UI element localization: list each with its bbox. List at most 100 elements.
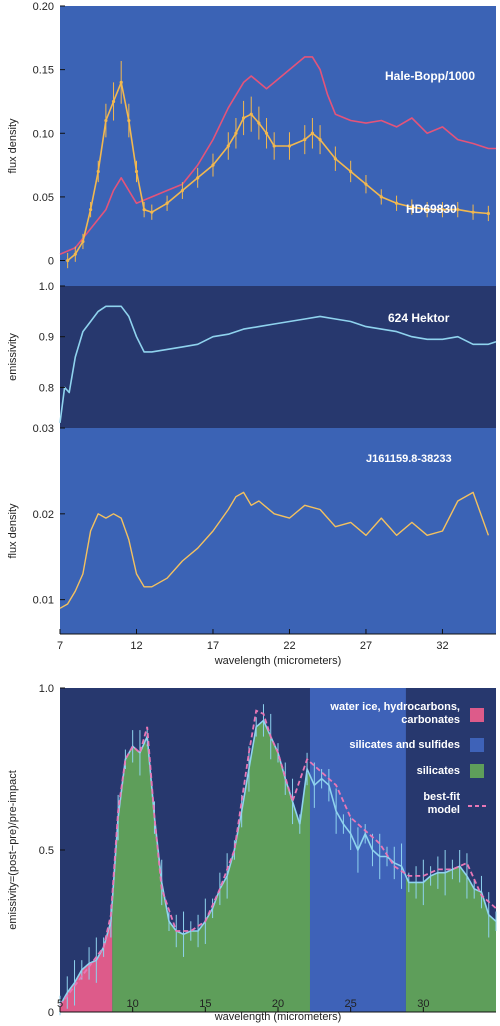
point-hd69830-32 xyxy=(410,205,414,209)
top-xtick-label-2: 17 xyxy=(207,640,219,652)
point-hd69830-33 xyxy=(425,208,429,212)
legend: water ice, hydrocarbons, carbonates sili… xyxy=(329,701,486,816)
ytick-label-j161159-2: 0.03 xyxy=(33,423,54,435)
point-hd69830-14 xyxy=(196,176,200,180)
bottom-ytick-label-0: 0 xyxy=(48,1007,54,1019)
legend-label-model-line1: best-fit xyxy=(423,791,460,803)
label-hd69830: HD69830 xyxy=(406,202,457,216)
region-1 xyxy=(112,721,310,1012)
top-xtick-label-0: 7 xyxy=(57,640,63,652)
bottom-figure: 5 10 15 20 25 30 0 0.5 1.0 water ice, hydrocarbo… xyxy=(7,683,497,1023)
point-hd69830-17 xyxy=(234,131,238,135)
point-hd69830-25 xyxy=(310,131,315,135)
point-hd69830-24 xyxy=(303,138,307,142)
point-hd69830-28 xyxy=(349,169,353,174)
point-hd69830-15 xyxy=(211,163,215,167)
point-hd69830-2 xyxy=(81,239,85,244)
point-hd69830-12 xyxy=(165,201,169,205)
ytick-label-j161159-0: 0.01 xyxy=(33,595,54,607)
legend-label-water-ice-line2: carbonates xyxy=(401,714,460,726)
ylabel-comets-disk: flux density xyxy=(7,118,19,174)
point-hd69830-13 xyxy=(180,188,184,193)
series-line-hale-bopp-1000 xyxy=(59,56,496,255)
point-hd69830-1 xyxy=(73,252,77,256)
point-hd69830-31 xyxy=(394,201,399,205)
point-hd69830-18 xyxy=(241,116,246,120)
point-hd69830-29 xyxy=(364,182,368,186)
legend-label-model-line2: model xyxy=(428,804,460,816)
point-hd69830-6 xyxy=(111,99,116,104)
bottom-ytick-label-1: 0.5 xyxy=(39,845,54,857)
ytick-label-comets_disk-3: 0.15 xyxy=(33,65,54,77)
bottom-xtick-label-5: 30 xyxy=(417,998,429,1010)
legend-swatch-water-ice xyxy=(470,708,484,722)
legend-label-silicates: silicates xyxy=(417,765,460,777)
series-line-j161159-8-38233 xyxy=(59,491,490,609)
legend-label-sil-sulf: silicates and sulfides xyxy=(349,739,460,751)
series-line-hd69830 xyxy=(67,81,489,262)
label-j161159: J161159.8-38233 xyxy=(366,453,452,465)
legend-swatch-sil-sulf xyxy=(470,738,484,752)
point-hd69830-20 xyxy=(257,121,261,125)
point-hd69830-27 xyxy=(333,157,337,161)
point-hd69830-26 xyxy=(318,138,322,142)
bottom-ytick-label-2: 1.0 xyxy=(39,683,54,695)
ytick-label-hektor-0: 0.8 xyxy=(39,382,54,394)
label-hale-bopp: Hale-Bopp/1000 xyxy=(385,69,475,83)
region-3 xyxy=(405,866,496,1012)
point-hd69830-8 xyxy=(127,118,131,123)
region-0 xyxy=(60,900,113,1012)
point-hd69830-5 xyxy=(104,118,108,123)
legend-swatch-silicates xyxy=(470,764,484,778)
bottom-ylabel: emissivity=(post−pre)/pre-impact xyxy=(7,770,19,930)
point-hd69830-30 xyxy=(379,195,383,199)
series-line-best-fit-model xyxy=(59,709,497,1007)
legend-label-water-ice-line1: water ice, hydrocarbons, xyxy=(329,701,460,713)
point-hd69830-16 xyxy=(226,144,230,148)
top-series-layer xyxy=(59,56,497,609)
top-xtick-label-1: 12 xyxy=(130,640,142,652)
point-hd69830-21 xyxy=(264,131,269,135)
top-xtick-label-4: 27 xyxy=(360,640,372,652)
point-hd69830-9 xyxy=(134,169,139,174)
bottom-xtick-label-1: 10 xyxy=(127,998,139,1010)
bottom-axes: 5 10 15 20 25 30 0 0.5 1.0 xyxy=(39,683,496,1019)
ytick-label-j161159-1: 0.02 xyxy=(33,509,54,521)
ytick-label-comets_disk-2: 0.10 xyxy=(33,128,54,140)
point-hd69830-37 xyxy=(486,211,490,216)
point-hd69830-4 xyxy=(96,169,100,174)
point-hd69830-23 xyxy=(287,144,292,148)
bottom-xlabel: wavelength (micrometers) xyxy=(214,1011,342,1023)
ylabel-hektor: emissivity xyxy=(7,333,19,381)
ytick-label-hektor-2: 1.0 xyxy=(39,281,54,293)
panel-j161159-bg xyxy=(60,428,496,634)
point-hd69830-35 xyxy=(456,208,460,212)
ylabel-j161159: flux density xyxy=(7,503,19,559)
bottom-xtick-label-2: 15 xyxy=(199,998,211,1010)
point-hd69830-11 xyxy=(150,210,154,214)
top-xlabel: wavelength (micrometers) xyxy=(214,655,342,667)
top-xtick-label-3: 22 xyxy=(283,640,295,652)
point-hd69830-36 xyxy=(471,210,475,214)
bottom-xtick-label-0: 5 xyxy=(57,998,63,1010)
point-hd69830-22 xyxy=(272,144,276,148)
bottom-series-layer xyxy=(59,704,497,1016)
series-line-624-hektor xyxy=(59,305,497,424)
label-624-hektor: 624 Hektor xyxy=(388,311,450,325)
point-hd69830-10 xyxy=(142,208,146,212)
point-hd69830-3 xyxy=(88,208,93,212)
ytick-label-hektor-1: 0.9 xyxy=(39,332,54,344)
top-figure: 0 0.05 0.10 0.15 0.20 0.8 0.9 1.0 0.01 0.02 0.03 7 1… xyxy=(7,1,497,667)
bottom-xtick-label-3: 20 xyxy=(272,998,284,1010)
bottom-xtick-label-4: 25 xyxy=(345,998,357,1010)
ytick-label-comets_disk-4: 0.20 xyxy=(33,1,54,13)
point-hd69830-0 xyxy=(66,258,70,263)
ytick-label-comets_disk-0: 0 xyxy=(48,256,54,268)
panel-hektor-bg xyxy=(60,286,496,428)
ytick-label-comets_disk-1: 0.05 xyxy=(33,192,54,204)
point-hd69830-34 xyxy=(440,208,445,212)
top-axes: 0 0.05 0.10 0.15 0.20 0.8 0.9 1.0 0.01 0.02 0.03 7 1… xyxy=(33,1,496,652)
point-hd69830-7 xyxy=(119,80,123,84)
point-hd69830-19 xyxy=(249,112,253,116)
